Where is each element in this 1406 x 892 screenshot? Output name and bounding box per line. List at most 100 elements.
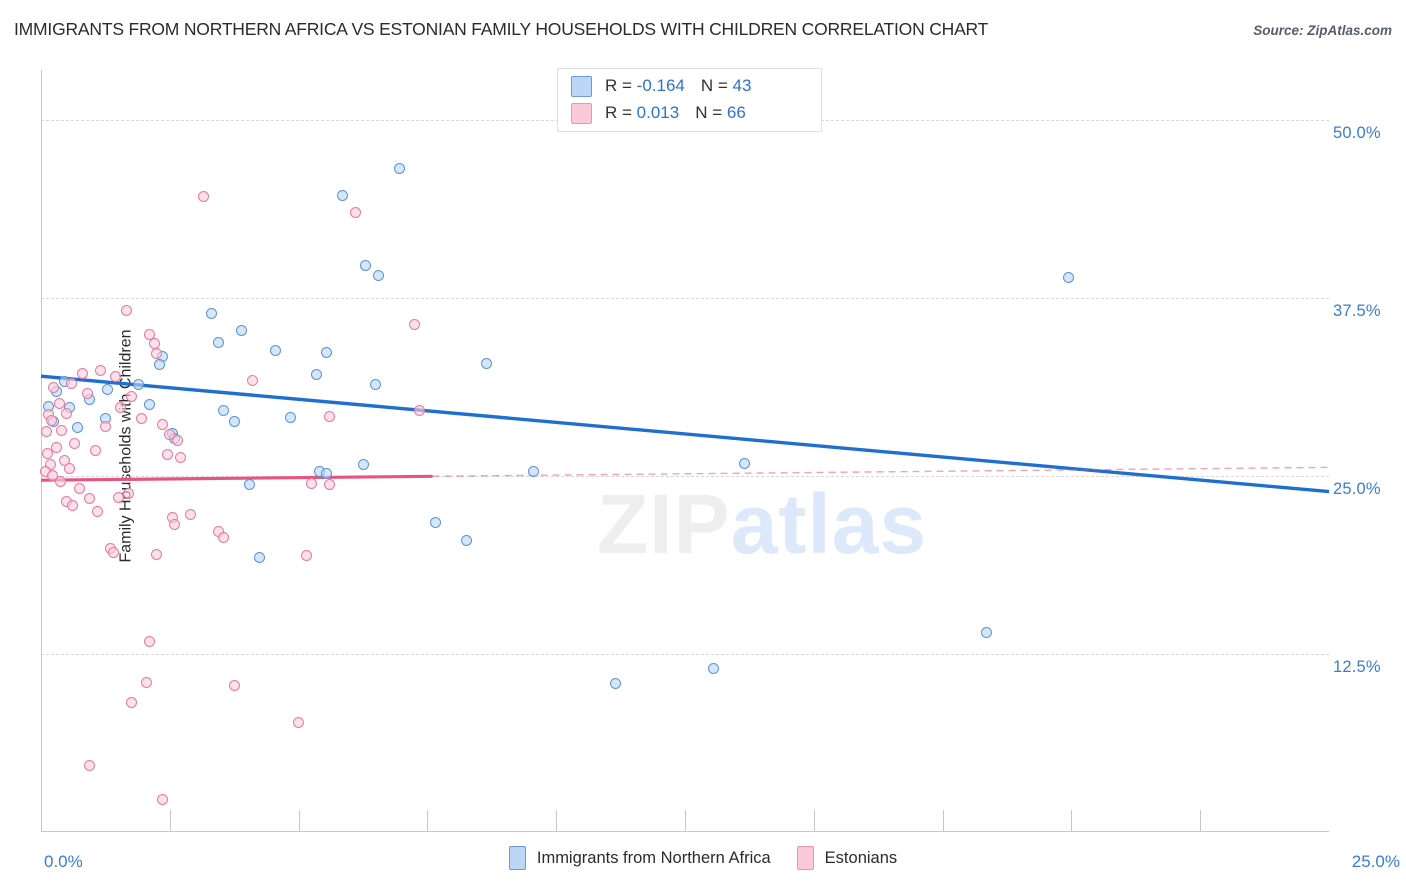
x-axis-tick — [1071, 810, 1073, 832]
data-point[interactable] — [174, 451, 186, 463]
data-point[interactable] — [336, 189, 348, 201]
data-point[interactable] — [254, 551, 266, 563]
data-point[interactable] — [135, 413, 147, 425]
data-point[interactable] — [218, 404, 230, 416]
data-point[interactable] — [269, 345, 281, 357]
data-point[interactable] — [213, 336, 225, 348]
data-point[interactable] — [84, 493, 96, 505]
data-point[interactable] — [151, 347, 163, 359]
data-point[interactable] — [41, 447, 53, 459]
data-point[interactable] — [45, 414, 57, 426]
data-point[interactable] — [197, 191, 209, 203]
data-point[interactable] — [460, 534, 472, 546]
data-point[interactable] — [349, 206, 361, 218]
data-point[interactable] — [228, 679, 240, 691]
data-point[interactable] — [74, 483, 86, 495]
data-point[interactable] — [429, 517, 441, 529]
data-point[interactable] — [50, 441, 62, 453]
data-point[interactable] — [76, 367, 88, 379]
data-point[interactable] — [143, 399, 155, 411]
series-legend-item[interactable]: Estonians — [796, 846, 897, 870]
data-point[interactable] — [414, 404, 426, 416]
data-point[interactable] — [324, 478, 335, 490]
data-point[interactable] — [125, 390, 137, 402]
data-point[interactable] — [61, 407, 73, 419]
data-point[interactable] — [980, 627, 992, 639]
data-point[interactable] — [153, 359, 165, 371]
data-point[interactable] — [205, 308, 217, 320]
data-point[interactable] — [156, 793, 168, 805]
data-point[interactable] — [164, 429, 176, 441]
data-point[interactable] — [94, 365, 106, 377]
data-point[interactable] — [156, 419, 168, 431]
data-point[interactable] — [40, 426, 52, 438]
data-point[interactable] — [92, 506, 104, 518]
data-point[interactable] — [107, 547, 119, 559]
data-point[interactable] — [89, 444, 101, 456]
x-axis-tick — [1200, 810, 1202, 832]
data-point[interactable] — [321, 346, 333, 358]
data-point[interactable] — [161, 449, 173, 461]
data-point[interactable] — [169, 518, 181, 530]
data-point[interactable] — [357, 459, 369, 471]
data-point[interactable] — [48, 382, 60, 394]
plot-area: ZIPatlas — [39, 70, 1330, 832]
data-point[interactable] — [99, 420, 111, 432]
data-point[interactable] — [1063, 272, 1075, 284]
data-point[interactable] — [609, 678, 621, 690]
data-point[interactable] — [300, 550, 312, 562]
data-point[interactable] — [481, 357, 493, 369]
data-point[interactable] — [738, 457, 750, 469]
data-point[interactable] — [184, 508, 196, 520]
y-axis-tick-label: 50.0% — [1333, 123, 1381, 142]
data-point[interactable] — [372, 269, 384, 281]
data-point[interactable] — [172, 434, 184, 446]
data-point[interactable] — [66, 377, 78, 389]
data-point[interactable] — [110, 370, 122, 382]
data-point[interactable] — [55, 476, 67, 488]
data-point[interactable] — [81, 387, 93, 399]
data-point[interactable] — [53, 397, 65, 409]
data-point[interactable] — [151, 548, 163, 560]
data-point[interactable] — [707, 662, 719, 674]
data-point[interactable] — [244, 478, 256, 490]
x-axis-tick — [685, 810, 686, 832]
x-axis-tick — [298, 810, 300, 832]
data-point[interactable] — [527, 466, 539, 478]
data-point[interactable] — [293, 716, 305, 728]
legend-swatch-pink — [571, 102, 592, 124]
data-point[interactable] — [311, 369, 323, 381]
page-title: IMMIGRANTS FROM NORTHERN AFRICA VS ESTON… — [14, 19, 989, 39]
data-point[interactable] — [115, 402, 127, 414]
data-point[interactable] — [141, 676, 153, 688]
data-point[interactable] — [102, 383, 114, 395]
data-point[interactable] — [63, 463, 75, 475]
data-point[interactable] — [125, 696, 137, 708]
data-point[interactable] — [409, 319, 421, 331]
series-legend-item[interactable]: Immigrants from Northern Africa — [508, 846, 771, 870]
data-point[interactable] — [324, 410, 335, 422]
data-point[interactable] — [305, 477, 317, 489]
data-point[interactable] — [112, 491, 124, 503]
data-point[interactable] — [133, 379, 145, 391]
data-point[interactable] — [370, 379, 382, 391]
gridline — [41, 653, 1329, 655]
data-point[interactable] — [84, 759, 96, 771]
data-point[interactable] — [218, 531, 230, 543]
data-point[interactable] — [246, 374, 258, 386]
data-point[interactable] — [393, 162, 405, 174]
legend-swatch-blue — [571, 75, 592, 97]
data-point[interactable] — [360, 259, 372, 271]
data-point[interactable] — [67, 500, 79, 512]
data-point[interactable] — [321, 467, 333, 479]
data-point[interactable] — [46, 470, 58, 482]
data-point[interactable] — [123, 487, 135, 499]
data-point[interactable] — [71, 421, 83, 433]
data-point[interactable] — [228, 416, 240, 428]
data-point[interactable] — [285, 412, 297, 424]
data-point[interactable] — [120, 305, 132, 317]
data-point[interactable] — [68, 437, 80, 449]
data-point[interactable] — [143, 635, 155, 647]
data-point[interactable] — [236, 325, 248, 337]
data-point[interactable] — [56, 424, 68, 436]
